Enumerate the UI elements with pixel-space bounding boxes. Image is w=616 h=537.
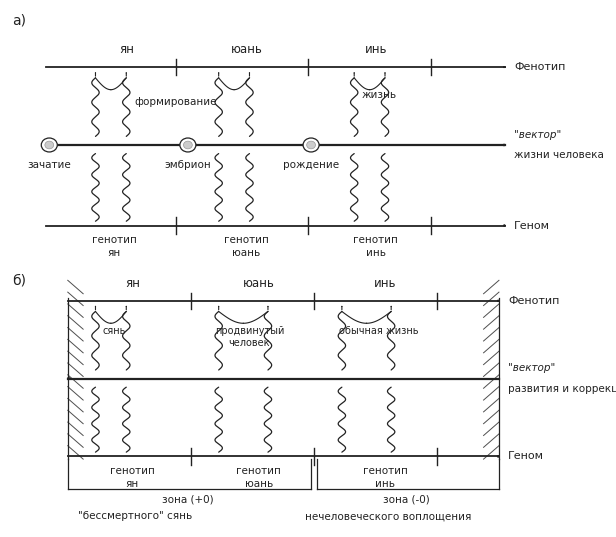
Text: б): б)	[12, 274, 26, 288]
Text: а): а)	[12, 13, 26, 27]
Text: генотип
инь: генотип инь	[363, 466, 407, 489]
Text: Геном: Геном	[508, 452, 544, 461]
Text: инь: инь	[365, 43, 387, 56]
Text: обычная жизнь: обычная жизнь	[339, 326, 419, 337]
Circle shape	[184, 141, 192, 149]
Text: юань: юань	[230, 43, 262, 56]
Circle shape	[307, 141, 315, 149]
Text: Фенотип: Фенотип	[514, 62, 565, 72]
Text: ян: ян	[119, 43, 134, 56]
Text: "бессмертного" сянь: "бессмертного" сянь	[78, 511, 193, 521]
Circle shape	[303, 138, 319, 152]
Text: эмбрион: эмбрион	[164, 160, 211, 170]
Text: нечеловеческого воплощения: нечеловеческого воплощения	[305, 511, 471, 521]
Text: ян: ян	[125, 277, 140, 290]
Text: продвинутый
человек: продвинутый человек	[215, 326, 284, 348]
Text: зона (-0): зона (-0)	[383, 494, 430, 504]
Text: инь: инь	[374, 277, 396, 290]
Text: зона (+0): зона (+0)	[162, 494, 214, 504]
Text: жизни человека: жизни человека	[514, 150, 604, 161]
Text: генотип
юань: генотип юань	[237, 466, 281, 489]
Text: зачатие: зачатие	[27, 160, 71, 170]
Text: "вектор": "вектор"	[514, 129, 562, 140]
Circle shape	[45, 141, 54, 149]
Text: рождение: рождение	[283, 160, 339, 170]
Text: Геном: Геном	[514, 221, 550, 230]
Text: сянь: сянь	[102, 326, 126, 337]
Text: генотип
инь: генотип инь	[354, 235, 398, 258]
Circle shape	[41, 138, 57, 152]
Text: генотип
юань: генотип юань	[224, 235, 269, 258]
Text: жизнь: жизнь	[361, 90, 397, 100]
Text: генотип
ян: генотип ян	[92, 235, 136, 258]
Text: юань: юань	[243, 277, 275, 290]
Circle shape	[180, 138, 196, 152]
Text: генотип
ян: генотип ян	[110, 466, 155, 489]
Text: развития и коррекции: развития и коррекции	[508, 384, 616, 394]
Text: Фенотип: Фенотип	[508, 296, 559, 306]
Text: "вектор": "вектор"	[508, 363, 556, 373]
Text: формирование: формирование	[134, 97, 217, 107]
